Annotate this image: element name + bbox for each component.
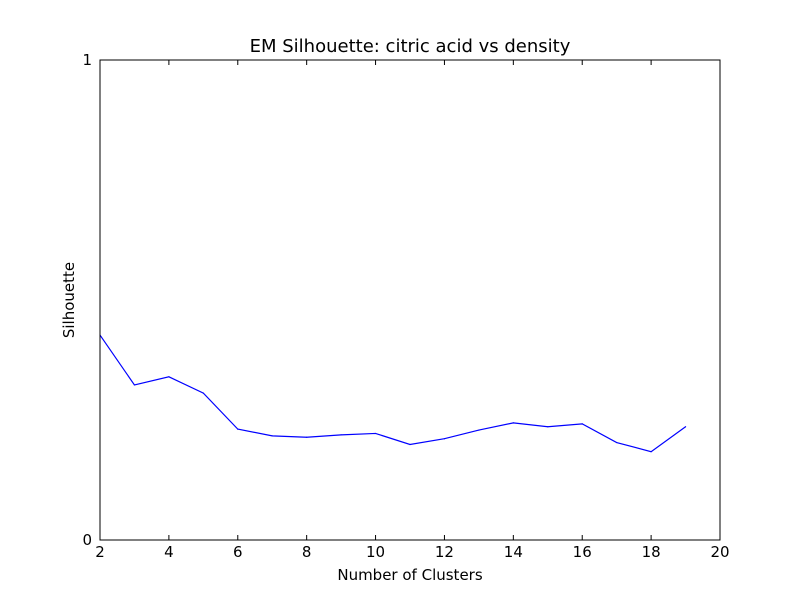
x-tick-label: 20 (710, 543, 729, 561)
x-axis-label: Number of Clusters (337, 566, 482, 584)
data-point (512, 422, 514, 424)
data-point (306, 436, 308, 438)
x-tick-label: 6 (233, 543, 243, 561)
x-tick-label: 2 (95, 543, 105, 561)
data-point (443, 438, 446, 440)
y-axis-label: Silhouette (60, 262, 78, 338)
data-point (340, 434, 342, 436)
data-point (271, 435, 273, 437)
data-point (581, 423, 583, 425)
x-tick-label: 16 (573, 543, 592, 561)
data-point (202, 392, 204, 394)
chart-title: EM Silhouette: citric acid vs density (250, 36, 571, 57)
data-point (374, 432, 377, 435)
data-point (616, 441, 618, 444)
data-point (478, 429, 480, 431)
data-point (237, 428, 239, 430)
data-point (409, 443, 411, 446)
y-tick-label: 1 (82, 51, 92, 69)
data-point (650, 451, 652, 453)
data-point (133, 384, 136, 386)
x-tick-label: 4 (164, 543, 174, 561)
data-point (168, 376, 170, 378)
plot-frame (99, 59, 721, 541)
x-tick-label: 10 (366, 543, 385, 561)
data-point (684, 426, 687, 428)
x-tick-label: 14 (504, 543, 523, 561)
x-tick-label: 8 (302, 543, 312, 561)
series-line (99, 334, 686, 453)
y-tick-label: 0 (82, 531, 92, 549)
x-tick-label: 12 (435, 543, 454, 561)
x-tick-label: 18 (642, 543, 661, 561)
data-point (547, 426, 549, 428)
